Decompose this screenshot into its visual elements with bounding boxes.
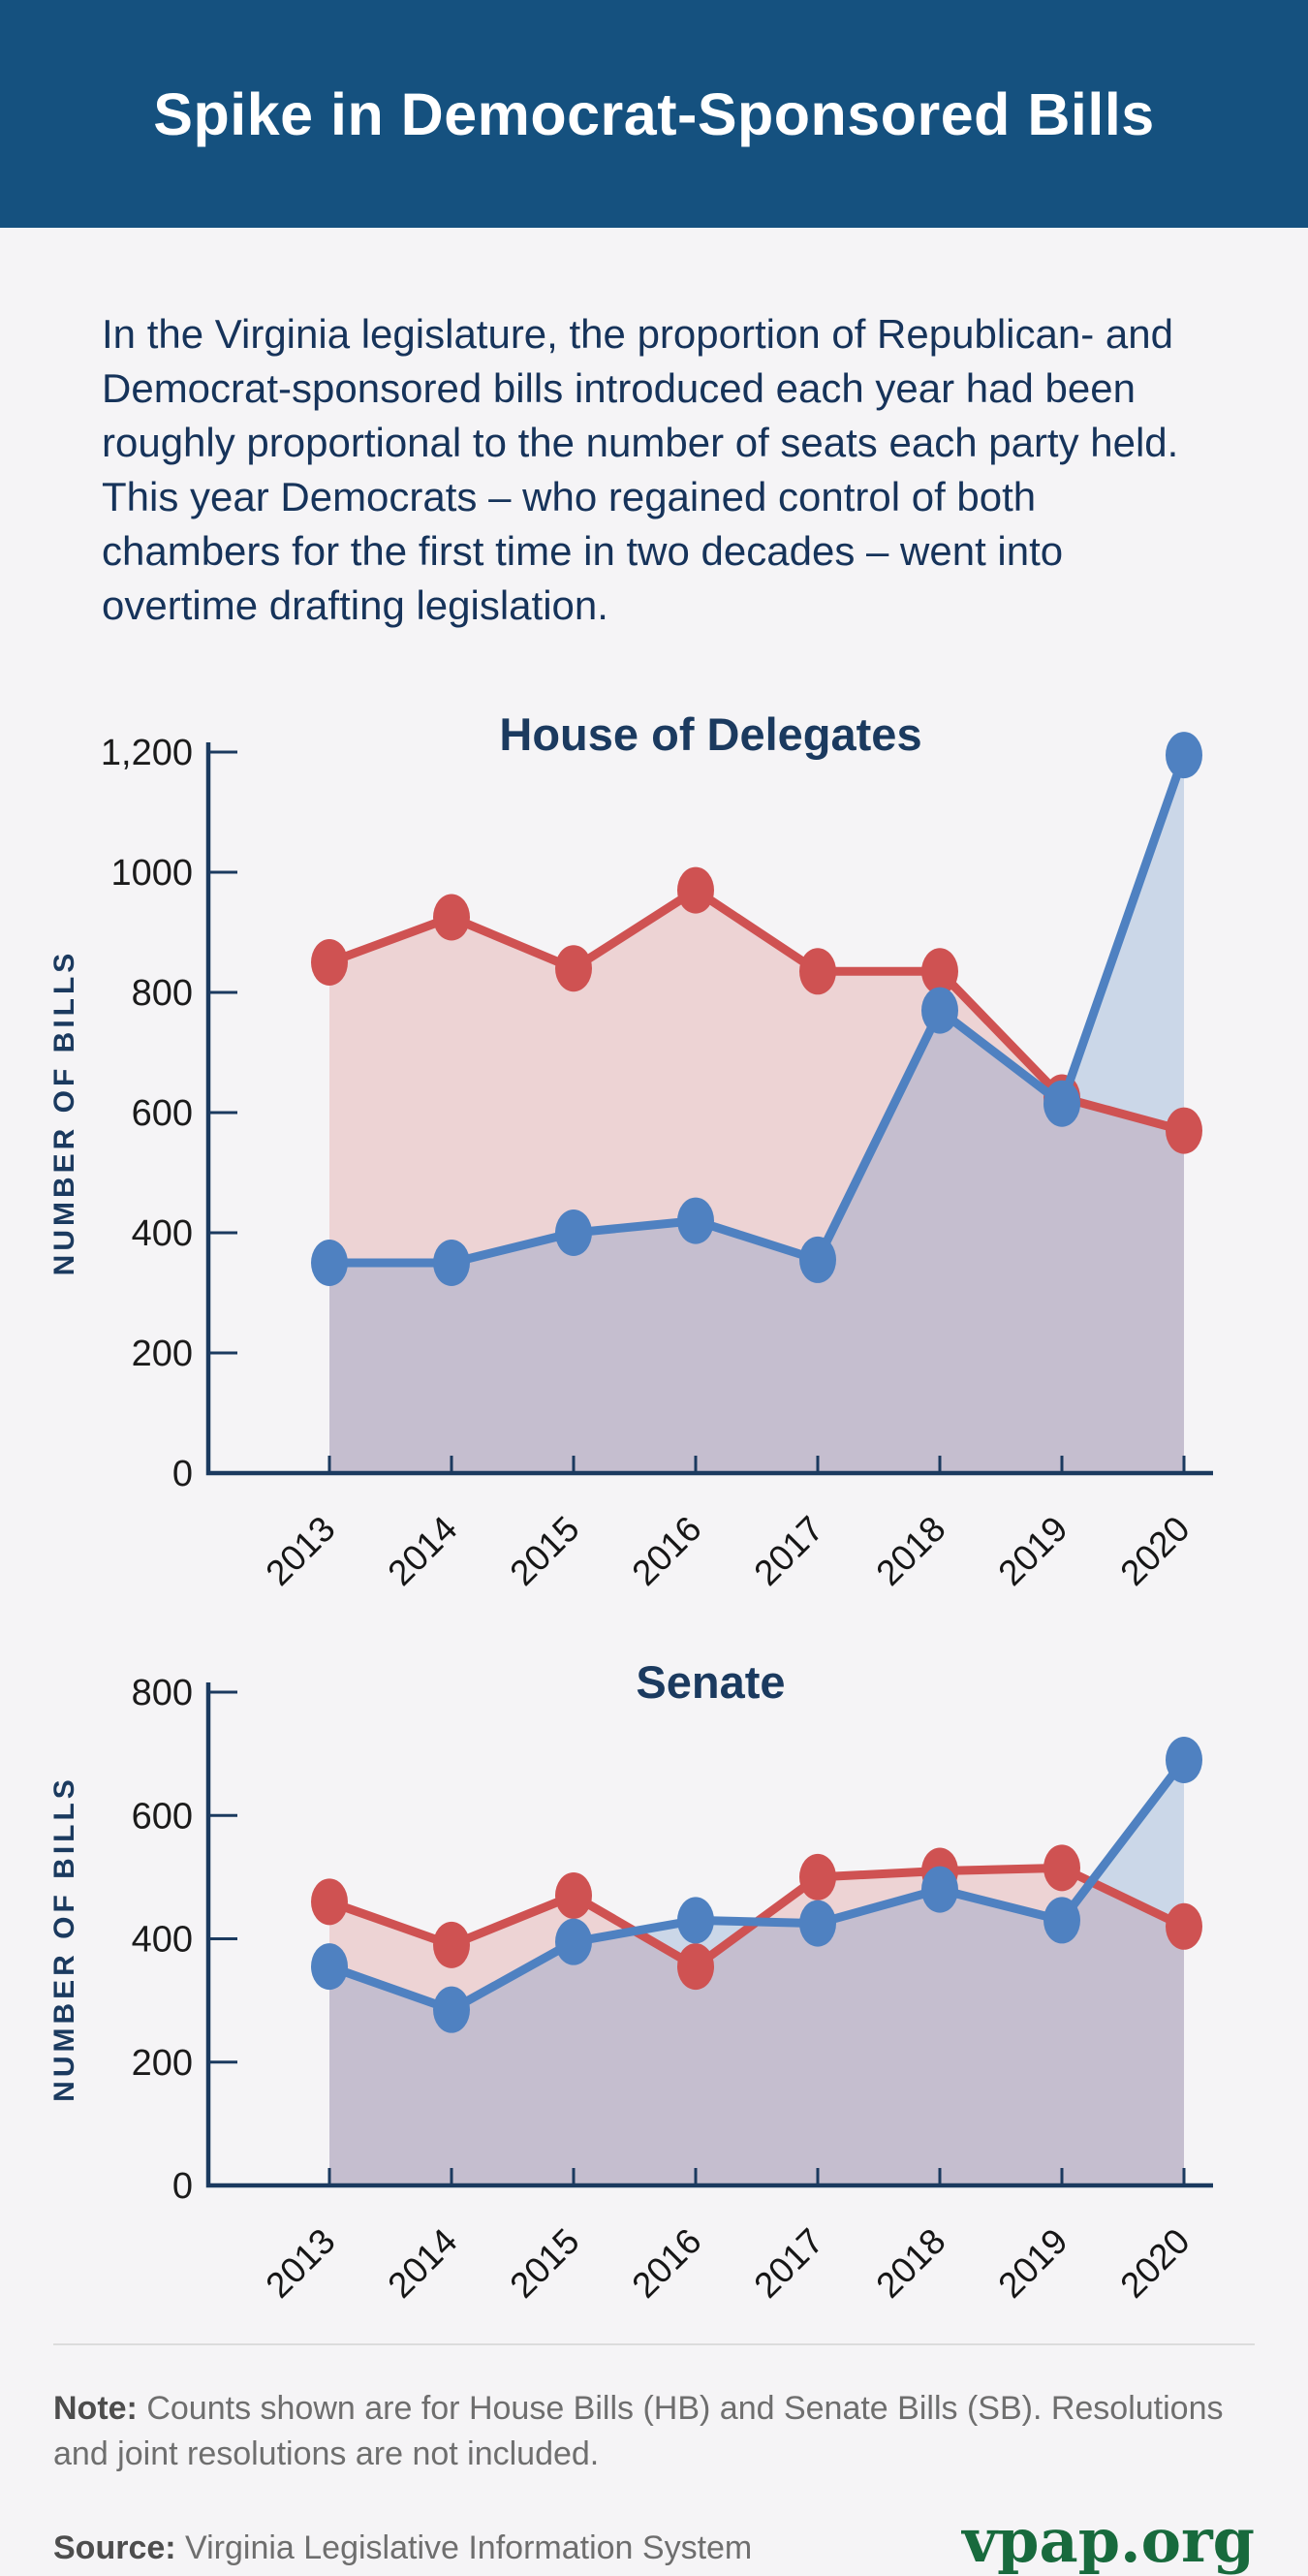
note-text: Note: Counts shown are for House Bills (… xyxy=(53,2386,1245,2477)
x-tick-label: 2016 xyxy=(624,2221,708,2306)
page-title: Spike in Democrat-Sponsored Bills xyxy=(153,80,1155,147)
x-tick-label: 2015 xyxy=(502,2221,586,2306)
x-tick-label: 2014 xyxy=(380,2221,464,2306)
democrat-marker xyxy=(433,1986,470,2033)
republican-marker xyxy=(433,894,470,941)
y-tick-label: 400 xyxy=(132,1920,193,1961)
democrat-marker xyxy=(1166,732,1202,779)
y-tick-label: 1,200 xyxy=(101,733,193,773)
source-label: Source: xyxy=(53,2529,176,2566)
x-tick-label: 2015 xyxy=(502,1509,586,1593)
source-text: Source: Virginia Legislative Information… xyxy=(53,2529,752,2567)
header-banner: Spike in Democrat-Sponsored Bills xyxy=(0,0,1308,228)
vpap-logo[interactable]: vpap.org xyxy=(962,2505,1255,2576)
footer: Note: Counts shown are for House Bills (… xyxy=(53,2343,1255,2576)
democrat-marker xyxy=(677,1897,714,1944)
source-row: Source: Virginia Legislative Information… xyxy=(53,2505,1255,2576)
democrat-marker xyxy=(1043,1080,1080,1127)
house-chart-title: House of Delegates xyxy=(499,708,922,760)
democrat-marker xyxy=(433,1240,470,1286)
y-axis-title: NUMBER OF BILLS xyxy=(48,950,80,1276)
republican-marker xyxy=(799,1853,836,1901)
republican-marker xyxy=(799,948,836,995)
y-tick-label: 400 xyxy=(132,1213,193,1254)
x-tick-label: 2020 xyxy=(1112,2221,1197,2306)
senate-chart: 0 200 400 600 800 2013 2014 2015 2016 2017 2018 201… xyxy=(0,1636,1308,2343)
democrat-marker xyxy=(799,1236,836,1283)
y-tick-label: 200 xyxy=(132,1334,193,1374)
y-axis-title: NUMBER OF BILLS xyxy=(48,1775,80,2102)
x-tick-label: 2019 xyxy=(990,1509,1074,1593)
republican-marker xyxy=(921,948,958,995)
republican-marker xyxy=(433,1921,470,1968)
democrat-area xyxy=(329,755,1184,1473)
source-body: Virginia Legislative Information System xyxy=(175,2529,753,2566)
democrat-marker xyxy=(555,1918,592,1965)
x-tick-label: 2019 xyxy=(990,2221,1074,2306)
y-tick-label: 800 xyxy=(132,973,193,1014)
y-tick-label: 0 xyxy=(172,2166,193,2207)
republican-area xyxy=(329,1868,1184,2185)
democrat-marker xyxy=(555,1209,592,1256)
republican-marker xyxy=(677,866,714,914)
democrat-marker xyxy=(1043,1897,1080,1944)
republican-marker xyxy=(555,1871,592,1919)
y-tick-label: 200 xyxy=(132,2043,193,2084)
republican-line xyxy=(325,886,1189,1136)
note-body: Counts shown are for House Bills (HB) an… xyxy=(53,2390,1224,2472)
x-tick-label: 2013 xyxy=(258,1509,342,1593)
y-tick-label: 1000 xyxy=(110,853,193,894)
y-tick-label: 600 xyxy=(132,1093,193,1134)
democrat-line xyxy=(325,1755,1189,2015)
democrat-marker xyxy=(311,1240,348,1286)
x-tick-label: 2017 xyxy=(746,1509,830,1593)
republican-marker xyxy=(677,1943,714,1991)
democrat-marker xyxy=(677,1197,714,1244)
democrat-marker xyxy=(311,1943,348,1991)
democrat-marker xyxy=(921,1866,958,1913)
republican-marker xyxy=(555,945,592,992)
note-label: Note: xyxy=(53,2390,138,2427)
x-tick-label: 2020 xyxy=(1112,1509,1197,1593)
x-tick-label: 2016 xyxy=(624,1509,708,1593)
y-tick-label: 0 xyxy=(172,1454,193,1494)
y-tick-label: 600 xyxy=(132,1796,193,1837)
senate-chart-svg: 0 200 400 600 800 2013 2014 2015 2016 2017 2018 201… xyxy=(48,1673,1213,2306)
democrat-marker xyxy=(1166,1736,1202,1783)
x-tick-label: 2018 xyxy=(868,2221,952,2306)
x-tick-label: 2014 xyxy=(380,1509,464,1593)
senate-chart-title: Senate xyxy=(636,1656,786,1708)
democrat-marker xyxy=(921,987,958,1034)
republican-marker xyxy=(1166,1107,1202,1154)
x-tick-label: 2018 xyxy=(868,1509,952,1593)
x-tick-label: 2013 xyxy=(258,2221,342,2306)
republican-marker xyxy=(1043,1844,1080,1892)
republican-marker xyxy=(1166,1902,1202,1950)
x-tick-label: 2017 xyxy=(746,2221,830,2306)
democrat-line xyxy=(325,750,1189,1268)
republican-marker xyxy=(311,939,348,986)
y-tick-label: 800 xyxy=(132,1673,193,1713)
democrat-marker xyxy=(799,1900,836,1947)
intro-section: In the Virginia legislature, the proport… xyxy=(0,228,1308,676)
democrat-area xyxy=(329,1759,1184,2185)
intro-paragraph: In the Virginia legislature, the proport… xyxy=(102,311,1179,628)
house-chart: 0 200 400 600 800 1000 1,200 2013 2014 2015 2016 20… xyxy=(0,676,1308,1636)
republican-marker xyxy=(311,1878,348,1926)
house-chart-svg: 0 200 400 600 800 1000 1,200 2013 2014 2015 2016 20… xyxy=(48,732,1213,1593)
